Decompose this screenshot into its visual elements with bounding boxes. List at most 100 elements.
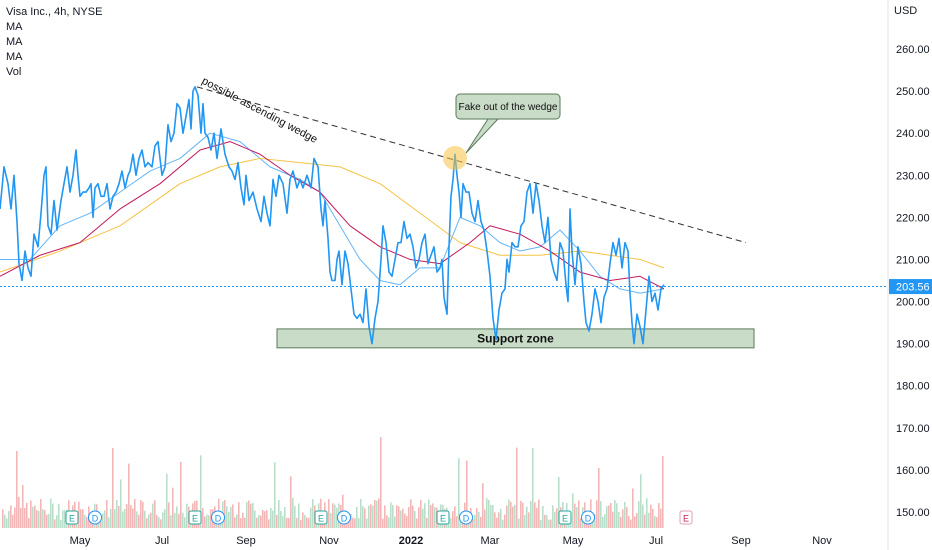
symbol-title[interactable]: Visa Inc., 4h, NYSE	[6, 6, 103, 18]
volume-bar	[544, 514, 546, 528]
volume-bar	[294, 506, 296, 528]
ma-line-orange[interactable]	[0, 157, 665, 273]
volume-bar	[656, 517, 658, 528]
volume-bar	[550, 519, 552, 528]
volume-bar	[578, 500, 580, 528]
price-axis[interactable]: 260.00 250.00 240.00 230.00 220.00 210.00 200.…	[896, 44, 930, 519]
volume-bar	[336, 507, 338, 528]
volume-bar	[264, 511, 266, 528]
earnings-marker[interactable]	[436, 510, 450, 525]
earnings-marker-label: E	[440, 514, 446, 524]
volume-bar	[386, 515, 388, 528]
volume-bar	[284, 507, 286, 528]
volume-bar	[126, 504, 128, 528]
y-tick-label: 170.00	[896, 423, 930, 435]
earnings-marker[interactable]	[65, 510, 79, 525]
volume-bar	[304, 515, 306, 528]
volume-bar	[220, 519, 222, 528]
dividend-marker[interactable]	[581, 510, 595, 525]
wedge-trendline[interactable]	[196, 86, 747, 244]
volume-bar	[228, 511, 230, 528]
volume-bar	[22, 485, 24, 528]
indicator-ma-3[interactable]: MA	[6, 51, 23, 63]
volume-bar	[150, 512, 152, 528]
volume-bar	[392, 505, 394, 528]
volume-bar	[104, 510, 106, 528]
volume-bar	[158, 517, 160, 528]
volume-bar	[248, 500, 250, 528]
volume-bar	[250, 503, 252, 528]
volume-bar	[376, 500, 378, 528]
dividend-marker[interactable]	[211, 510, 225, 525]
volume-bar	[480, 516, 482, 528]
volume-bar	[372, 505, 374, 528]
volume-bar	[610, 502, 612, 528]
volume-bar	[242, 512, 244, 528]
earnings-marker[interactable]	[679, 510, 693, 525]
volume-bar	[518, 518, 520, 528]
volume-bar	[142, 501, 144, 528]
earnings-marker-label: E	[318, 514, 324, 524]
volume-bar	[558, 477, 560, 528]
volume-bar	[490, 505, 492, 528]
volume-bar	[504, 514, 506, 528]
time-axis[interactable]: May Jul Sep Nov 2022 Mar May Jul Sep Nov	[70, 535, 833, 547]
volume-bar	[534, 502, 536, 528]
volume-bar	[538, 499, 540, 528]
volume-bar	[268, 519, 270, 528]
earnings-marker[interactable]	[558, 510, 572, 525]
volume-bar	[136, 511, 138, 528]
volume-bar	[608, 505, 610, 528]
y-tick-label: 160.00	[896, 465, 930, 477]
volume-bar	[524, 515, 526, 528]
volume-bar	[450, 517, 452, 528]
volume-bar	[8, 510, 10, 528]
indicator-ma-1[interactable]: MA	[6, 21, 23, 33]
volume-bar	[246, 502, 248, 528]
dividend-marker-label: D	[585, 514, 592, 524]
volume-bar	[428, 499, 430, 528]
ma-line-red[interactable]	[0, 141, 665, 290]
volume-bar	[310, 507, 312, 528]
volume-bar	[172, 487, 174, 528]
volume-bar	[662, 456, 664, 528]
volume-bar	[184, 517, 186, 528]
volume-bar	[296, 517, 298, 528]
fakeout-callout[interactable]: Fake out of the wedge	[455, 93, 561, 154]
volume-bar	[352, 517, 354, 528]
price-line[interactable]	[0, 86, 665, 345]
indicator-volume[interactable]: Vol	[6, 66, 22, 78]
volume-bar	[548, 519, 550, 528]
volume-bar	[128, 463, 130, 528]
volume-bar	[252, 502, 254, 528]
dividend-marker[interactable]	[337, 510, 351, 525]
earnings-marker[interactable]	[188, 510, 202, 525]
volume-bar	[36, 510, 38, 528]
volume-bar	[360, 499, 362, 528]
volume-bar	[306, 517, 308, 528]
volume-bar	[598, 467, 600, 528]
earnings-marker[interactable]	[314, 510, 328, 525]
volume-bar	[496, 517, 498, 528]
volume-bar	[498, 512, 500, 528]
volume-bar	[118, 506, 120, 528]
volume-bar	[46, 514, 48, 528]
volume-bar	[328, 499, 330, 528]
volume-bar	[400, 510, 402, 528]
volume-bar	[330, 513, 332, 528]
volume-bar	[572, 493, 574, 528]
volume-bar	[272, 510, 274, 528]
volume-bar	[52, 503, 54, 528]
volume-bar	[354, 518, 356, 528]
volume-bar	[362, 506, 364, 528]
volume-bar	[170, 515, 172, 528]
indicator-ma-2[interactable]: MA	[6, 36, 23, 48]
volume-bar	[234, 517, 236, 528]
y-tick-label: 240.00	[896, 128, 930, 140]
dividend-marker[interactable]	[459, 510, 473, 525]
dividend-marker[interactable]	[88, 510, 102, 525]
x-tick-label: Sep	[236, 535, 256, 547]
volume-bar	[56, 515, 58, 528]
volume-bar	[478, 511, 480, 528]
